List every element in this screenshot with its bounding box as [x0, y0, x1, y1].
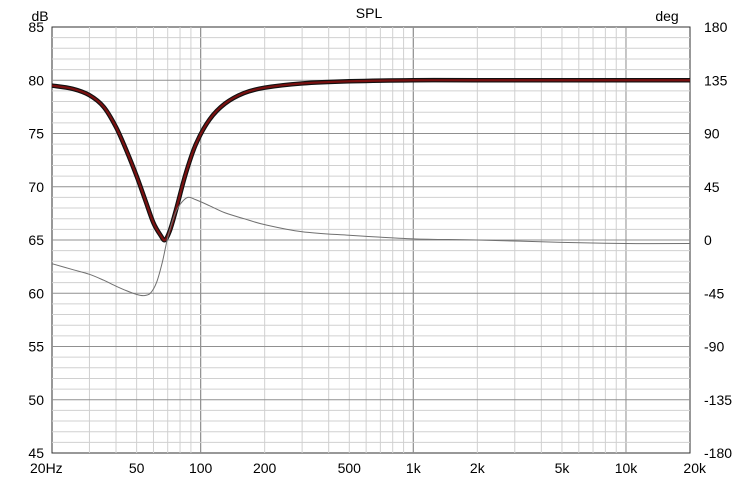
left-axis-unit: dB: [31, 8, 48, 24]
y-right-tick-label: 45: [704, 179, 720, 195]
x-tick-label: 5k: [555, 460, 571, 476]
phase-curve: [51, 196, 691, 297]
y-right-tick-label: -180: [704, 445, 732, 461]
x-tick-label: 2k: [470, 460, 486, 476]
y-right-tick-label: -45: [704, 285, 724, 301]
y-left-tick-label: 65: [28, 232, 44, 248]
y-left-tick-label: 45: [28, 445, 44, 461]
x-tick-label: 50: [129, 460, 145, 476]
x-tick-label: 1k: [406, 460, 422, 476]
y-left-tick-label: 55: [28, 339, 44, 355]
y-right-tick-label: 90: [704, 126, 720, 142]
chart-title: SPL: [356, 5, 383, 21]
y-left-tick-label: 80: [28, 72, 44, 88]
spl-curve: [51, 79, 690, 242]
y-right-tick-label: 135: [704, 72, 728, 88]
tick-labels: 20Hz 50 100 200 500 1k 2k 5k 10k 20k8580757065605…: [28, 19, 732, 476]
series-layer: [51, 77, 691, 297]
y-left-tick-label: 50: [28, 392, 44, 408]
x-tick-label: 20k: [683, 460, 707, 476]
y-right-tick-label: -90: [704, 339, 724, 355]
grid: [52, 27, 690, 453]
y-left-tick-label: 60: [28, 285, 44, 301]
x-tick-label: 10k: [615, 460, 639, 476]
x-tick-label: 200: [253, 460, 277, 476]
x-tick-label: 20Hz: [30, 460, 63, 476]
right-axis-unit: deg: [655, 8, 678, 24]
x-tick-label: 100: [189, 460, 213, 476]
y-left-tick-label: 70: [28, 179, 44, 195]
y-right-tick-label: 0: [704, 232, 712, 248]
y-right-tick-label: -135: [704, 392, 732, 408]
x-tick-label: 500: [338, 460, 362, 476]
y-left-tick-label: 85: [28, 19, 44, 35]
y-left-tick-label: 75: [28, 126, 44, 142]
y-right-tick-label: 180: [704, 19, 728, 35]
